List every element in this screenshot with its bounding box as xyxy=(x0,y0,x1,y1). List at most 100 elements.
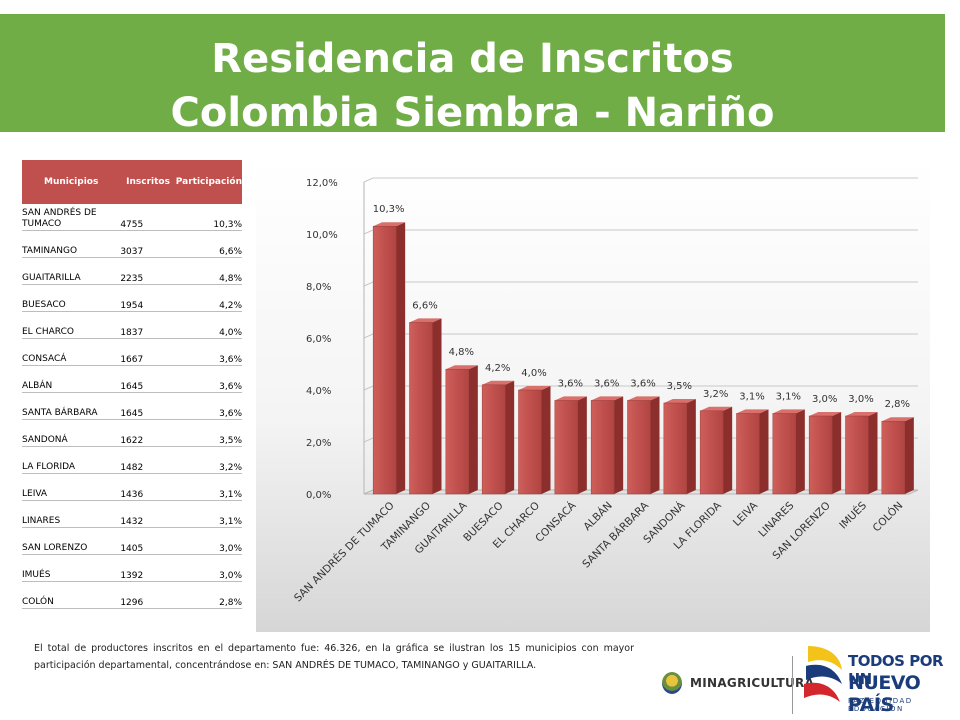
y-tick-label: 10,0% xyxy=(306,230,338,241)
cell-inscritos: 1667 xyxy=(120,338,176,366)
table-header-row: Municipios Inscritos Participación xyxy=(22,160,242,204)
bar-side xyxy=(868,412,878,494)
cell-participacion: 6,6% xyxy=(175,230,242,258)
bar-top xyxy=(881,417,914,422)
table-row: CONSACÁ 1667 3,6% xyxy=(22,338,242,366)
table-body: SAN ANDRÉS DE TUMACO 4755 10,3% TAMINANGO 30… xyxy=(22,204,242,609)
bar-side xyxy=(759,409,769,494)
y-tick-label: 4,0% xyxy=(306,386,331,397)
data-label: 2,8% xyxy=(885,399,910,410)
bar-side xyxy=(505,380,515,494)
cell-municipio: CONSACÁ xyxy=(22,338,121,366)
cell-inscritos: 1954 xyxy=(120,284,176,312)
bar-side xyxy=(650,396,660,494)
data-label: 3,5% xyxy=(667,381,692,392)
bar-side xyxy=(468,365,478,494)
bar-side xyxy=(614,396,624,494)
cell-inscritos: 3037 xyxy=(120,230,176,258)
cell-participacion: 10,3% xyxy=(175,204,242,231)
bar-top xyxy=(409,318,442,323)
cell-inscritos: 1432 xyxy=(120,500,176,528)
cell-municipio: LINARES xyxy=(22,500,121,528)
bar-side xyxy=(432,318,442,494)
footnote-text: El total de productores inscritos en el … xyxy=(34,643,634,671)
cell-participacion: 3,6% xyxy=(175,392,242,420)
data-label: 3,2% xyxy=(703,389,728,400)
bar-side xyxy=(795,409,805,494)
tpun-line2: NUEVO PAÍS xyxy=(848,672,921,716)
table-row: LEIVA 1436 3,1% xyxy=(22,473,242,501)
cell-participacion: 3,0% xyxy=(175,554,242,582)
minagricultura-text: MINAGRICULTURA xyxy=(690,676,815,690)
table-row: EL CHARCO 1837 4,0% xyxy=(22,311,242,339)
bar-top xyxy=(772,409,805,414)
data-label: 3,6% xyxy=(594,378,619,389)
cell-participacion: 3,0% xyxy=(175,527,242,555)
y-tick-label: 2,0% xyxy=(306,438,331,449)
cell-municipio: SAN LORENZO xyxy=(22,527,121,555)
gridline-side xyxy=(363,177,374,183)
page-subtitle: Colombia Siembra - Nariño xyxy=(170,90,775,136)
y-tick-label: 6,0% xyxy=(306,334,331,345)
cell-participacion: 3,5% xyxy=(175,419,242,447)
cell-participacion: 3,6% xyxy=(175,365,242,393)
header-participacion: Participación xyxy=(175,160,242,204)
data-label: 3,1% xyxy=(776,391,801,402)
bar xyxy=(808,415,833,495)
data-label: 4,8% xyxy=(449,347,474,358)
bar-top xyxy=(445,365,478,370)
cell-inscritos: 1837 xyxy=(120,311,176,339)
cell-participacion: 4,2% xyxy=(175,284,242,312)
cell-municipio: BUESACO xyxy=(22,284,121,312)
chart-background xyxy=(256,160,930,632)
bar-top xyxy=(518,386,551,390)
cell-inscritos: 1645 xyxy=(120,365,176,393)
bar-side xyxy=(723,406,733,494)
cell-inscritos: 1436 xyxy=(120,473,176,501)
bar-chart: 0,0% 2,0% 4,0% 6,0% 8,0% 10,0% 12,0% 10,3% SAN A… xyxy=(256,160,930,632)
bar-top xyxy=(809,412,842,416)
y-tick-label: 0,0% xyxy=(306,490,331,501)
table-row: ALBÁN 1645 3,6% xyxy=(22,365,242,393)
cell-municipio: SANTA BÁRBARA xyxy=(22,392,121,420)
table-row: SAN LORENZO 1405 3,0% xyxy=(22,527,242,555)
tpun-line1: TODOS POR UN xyxy=(848,652,944,688)
bar-top xyxy=(736,409,769,414)
gridline-side xyxy=(363,385,374,391)
page-title: Residencia de Inscritos xyxy=(211,36,734,82)
cell-participacion: 3,6% xyxy=(175,338,242,366)
bar xyxy=(445,368,470,495)
data-label: 6,6% xyxy=(412,300,437,311)
data-label: 3,1% xyxy=(739,391,764,402)
cell-inscritos: 1622 xyxy=(120,419,176,447)
table-row: IMUÉS 1392 3,0% xyxy=(22,554,242,582)
logo-divider xyxy=(792,656,793,714)
cell-inscritos: 2235 xyxy=(120,257,176,285)
bar xyxy=(663,402,688,495)
chart-svg: 0,0%2,0%4,0%6,0%8,0%10,0%12,0%10,3%SAN A… xyxy=(256,160,930,632)
bar-top xyxy=(627,396,660,401)
bar xyxy=(627,400,651,495)
bar xyxy=(590,400,615,495)
bar xyxy=(845,415,869,495)
table-row: SANDONÁ 1622 3,5% xyxy=(22,419,242,447)
colombia-swoosh-icon xyxy=(804,646,842,702)
cell-participacion: 4,8% xyxy=(175,257,242,285)
data-label: 4,0% xyxy=(521,368,546,379)
table-row: LA FLORIDA 1482 3,2% xyxy=(22,446,242,474)
bar xyxy=(881,420,906,495)
gridline-side xyxy=(363,281,374,287)
todos-por-un-nuevo-pais-logo: TODOS POR UN NUEVO PAÍS PAZ EQUIDAD EDUC… xyxy=(796,640,946,716)
cell-municipio: LEIVA xyxy=(22,473,121,501)
bar-top xyxy=(554,396,587,401)
bar xyxy=(554,400,579,495)
bar xyxy=(772,413,797,495)
data-label: 4,2% xyxy=(485,363,510,374)
bar-side xyxy=(686,399,696,494)
data-label: 3,0% xyxy=(848,394,873,405)
cell-municipio: IMUÉS xyxy=(22,554,121,582)
minagricultura-logo: MINAGRICULTURA xyxy=(652,664,814,704)
bar-side xyxy=(577,396,587,494)
bar-side xyxy=(832,412,842,494)
table-row: COLÓN 1296 2,8% xyxy=(22,581,242,609)
